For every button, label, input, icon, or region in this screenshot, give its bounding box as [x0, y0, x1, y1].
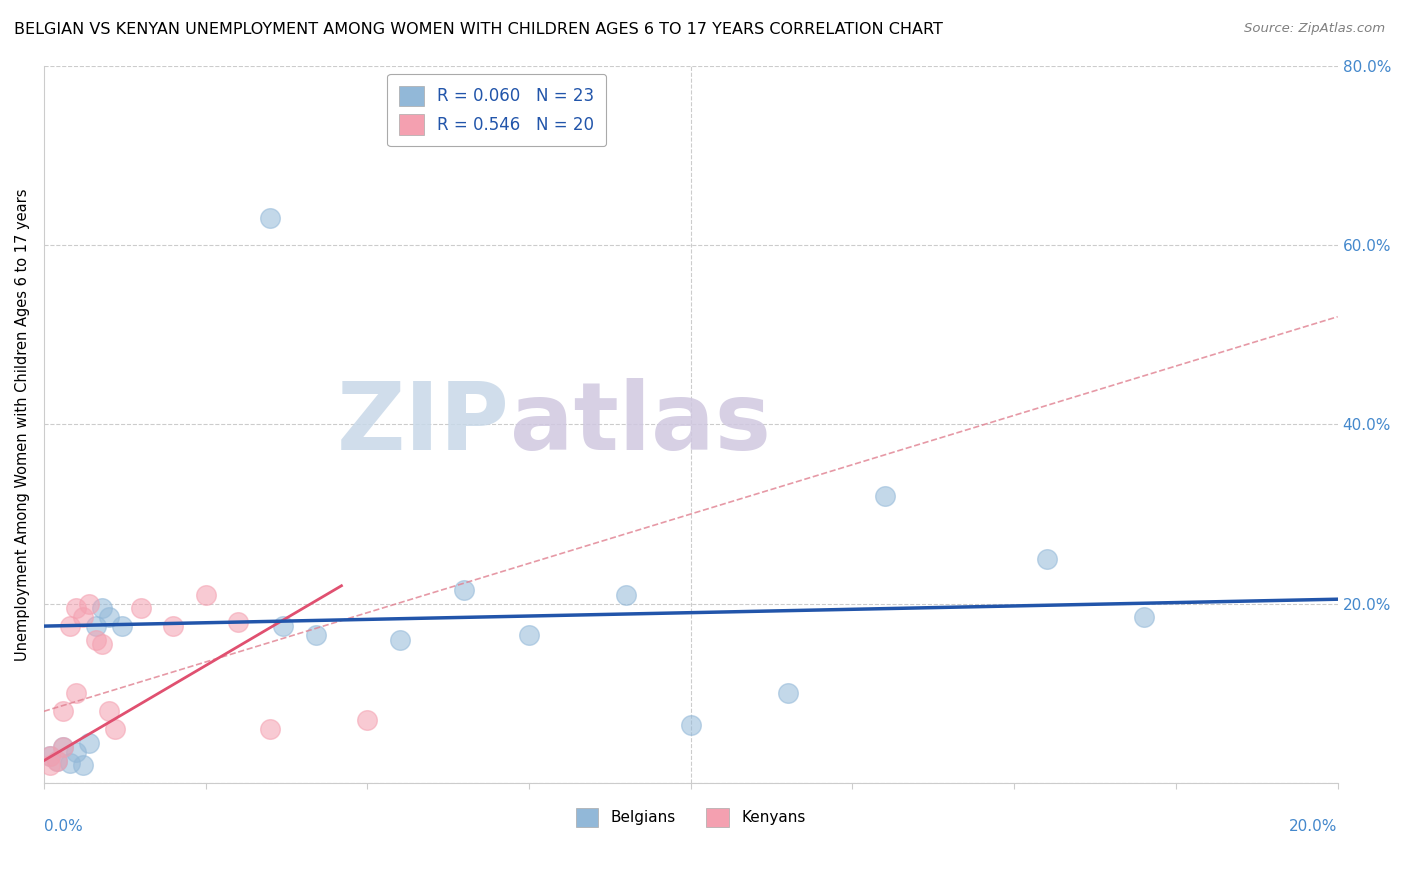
- Point: [129, 601, 152, 615]
- Point: [52, 704, 75, 718]
- Point: [65, 745, 87, 759]
- Point: [84, 619, 107, 633]
- Point: [271, 619, 294, 633]
- Text: Source: ZipAtlas.com: Source: ZipAtlas.com: [1244, 22, 1385, 36]
- Text: ZIP: ZIP: [337, 378, 509, 470]
- Point: [52, 740, 75, 755]
- Point: [39, 749, 62, 764]
- Point: [97, 610, 120, 624]
- Legend: Belgians, Kenyans: Belgians, Kenyans: [569, 802, 813, 833]
- Text: BELGIAN VS KENYAN UNEMPLOYMENT AMONG WOMEN WITH CHILDREN AGES 6 TO 17 YEARS CORR: BELGIAN VS KENYAN UNEMPLOYMENT AMONG WOM…: [14, 22, 943, 37]
- Point: [304, 628, 326, 642]
- Point: [91, 637, 114, 651]
- Point: [72, 610, 94, 624]
- Point: [77, 597, 100, 611]
- Point: [259, 211, 281, 225]
- Point: [91, 601, 114, 615]
- Point: [1035, 552, 1057, 566]
- Point: [65, 686, 87, 700]
- Text: 20.0%: 20.0%: [1289, 819, 1337, 834]
- Point: [1132, 610, 1154, 624]
- Point: [259, 723, 281, 737]
- Point: [72, 758, 94, 772]
- Point: [52, 740, 75, 755]
- Point: [226, 615, 249, 629]
- Point: [97, 704, 120, 718]
- Point: [84, 632, 107, 647]
- Point: [110, 619, 132, 633]
- Point: [104, 723, 127, 737]
- Point: [388, 632, 411, 647]
- Point: [39, 749, 62, 764]
- Point: [517, 628, 540, 642]
- Point: [356, 713, 378, 727]
- Point: [39, 758, 62, 772]
- Point: [679, 718, 702, 732]
- Point: [59, 619, 82, 633]
- Point: [453, 583, 475, 598]
- Point: [776, 686, 799, 700]
- Y-axis label: Unemployment Among Women with Children Ages 6 to 17 years: Unemployment Among Women with Children A…: [15, 188, 30, 661]
- Point: [65, 601, 87, 615]
- Point: [162, 619, 184, 633]
- Point: [59, 756, 82, 771]
- Point: [45, 754, 67, 768]
- Point: [45, 754, 67, 768]
- Point: [614, 588, 637, 602]
- Point: [77, 736, 100, 750]
- Point: [873, 489, 896, 503]
- Text: 0.0%: 0.0%: [44, 819, 83, 834]
- Point: [194, 588, 217, 602]
- Text: atlas: atlas: [509, 378, 770, 470]
